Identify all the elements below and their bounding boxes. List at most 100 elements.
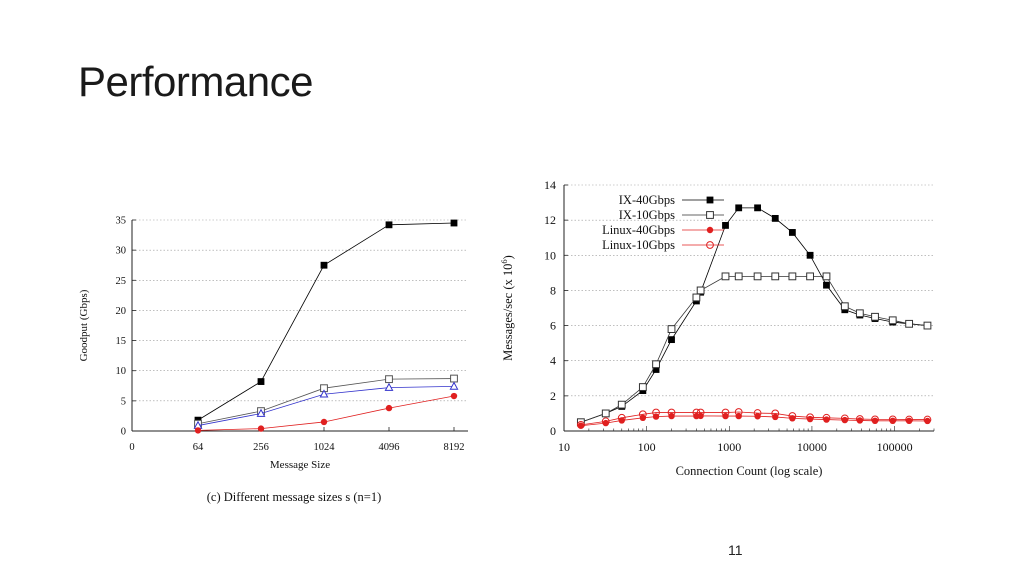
series-ix-10gbps (576, 272, 932, 427)
data-point (871, 312, 879, 321)
data-point (721, 408, 730, 417)
data-point (652, 413, 660, 420)
data-point (754, 204, 761, 212)
legend-marker (706, 196, 714, 204)
slide-title: Performance (78, 58, 313, 105)
x-tick-label: 10 (558, 440, 570, 454)
y-tick-label: 10 (116, 366, 127, 377)
legend-label: IX-10Gbps (619, 208, 675, 222)
data-point (789, 415, 796, 422)
y-axis-label: Messages/sec (x 106) (499, 255, 515, 361)
data-point (823, 416, 830, 423)
data-point (601, 409, 610, 418)
goodput-chart-svg: 0 5 10 15 20 25 30 35 0 64 256 1024 4096 8192 Message … (78, 216, 468, 504)
data-point (617, 413, 626, 422)
series-1 (194, 374, 458, 428)
series-3 (194, 392, 458, 434)
y-tick-label: 0 (550, 424, 556, 438)
data-point (450, 392, 458, 400)
data-point (788, 272, 797, 281)
data-point (667, 325, 676, 333)
legend-marker (706, 211, 714, 219)
series-line (580, 411, 928, 426)
x-tick-label: 1000 (717, 440, 741, 454)
data-point (923, 415, 932, 424)
x-tick-label: 4096 (379, 442, 400, 453)
data-point (320, 261, 328, 269)
data-point (638, 410, 647, 419)
data-point (871, 415, 879, 424)
data-point (449, 381, 459, 390)
data-point (888, 415, 897, 424)
x-tick-label: 64 (193, 442, 204, 453)
y-axis-label: Goodput (Gbps) (78, 289, 90, 361)
y-tick-label: 12 (544, 213, 556, 227)
x-tick-label: 256 (253, 442, 269, 453)
legend-label: Linux-10Gbps (602, 238, 675, 252)
data-point (840, 302, 849, 311)
y-axis-label-superscript: 6 (499, 259, 509, 263)
data-point (888, 316, 897, 325)
series-line (197, 395, 455, 431)
page-number: 11 (728, 542, 743, 558)
data-point (194, 427, 202, 434)
y-tick-label: 20 (116, 306, 127, 317)
data-point (577, 422, 585, 429)
messages-chart-svg: 0 2 4 6 8 10 12 14 10 100 1000 10000 100000 Connectio… (499, 178, 935, 478)
data-point (753, 409, 762, 417)
y-tick-label: 35 (116, 216, 127, 227)
y-tick-label: 0 (121, 427, 126, 438)
x-tick-label: 8192 (444, 442, 465, 453)
data-point (806, 251, 814, 259)
series-line (580, 275, 928, 423)
data-point (696, 408, 705, 417)
data-point (692, 408, 701, 417)
data-point (806, 413, 814, 422)
data-point (822, 272, 831, 281)
data-point (692, 293, 701, 302)
data-point (734, 408, 743, 416)
data-point (601, 417, 610, 426)
chart-caption: (c) Different message sizes s (n=1) (207, 490, 381, 504)
data-point (618, 417, 625, 424)
y-tick-label: 14 (544, 178, 556, 192)
y-tick-label: 25 (116, 276, 127, 287)
legend-label: IX-40Gbps (619, 193, 675, 207)
data-point (905, 319, 914, 328)
data-point (652, 366, 660, 373)
data-point (384, 382, 394, 391)
series-2 (193, 381, 459, 429)
data-point (840, 414, 849, 423)
y-tick-label: 5 (121, 396, 126, 407)
goodput-chart: 0 5 10 15 20 25 30 35 0 64 256 1024 4096 8192 Message … (70, 205, 490, 505)
data-point (753, 272, 762, 281)
data-point (576, 420, 585, 429)
data-point (667, 408, 676, 417)
data-point (385, 221, 393, 229)
data-point (668, 336, 675, 344)
data-point (652, 360, 660, 369)
data-point (841, 416, 849, 424)
data-point (855, 309, 864, 318)
y-tick-label: 6 (550, 319, 556, 333)
data-point (652, 408, 660, 417)
y-tick-label: 2 (550, 389, 556, 403)
data-point (771, 272, 780, 281)
data-point (385, 404, 393, 412)
legend-marker (706, 226, 714, 234)
data-point (385, 375, 393, 384)
y-tick-label: 8 (550, 283, 556, 297)
data-point (257, 425, 265, 432)
data-point (450, 374, 458, 383)
data-point (617, 400, 626, 409)
data-point (823, 281, 830, 289)
data-point (855, 415, 864, 423)
data-point (257, 378, 265, 385)
data-point (822, 413, 831, 422)
x-tick-label: 1024 (314, 442, 336, 453)
series-linux-10gbps (576, 408, 932, 429)
data-point (638, 383, 647, 391)
messages-chart: 0 2 4 6 8 10 12 14 10 100 1000 10000 100000 Connectio… (492, 170, 962, 488)
legend: IX-40GbpsIX-10GbpsLinux-40GbpsLinux-10Gb… (602, 193, 724, 252)
legend-marker (706, 241, 714, 249)
